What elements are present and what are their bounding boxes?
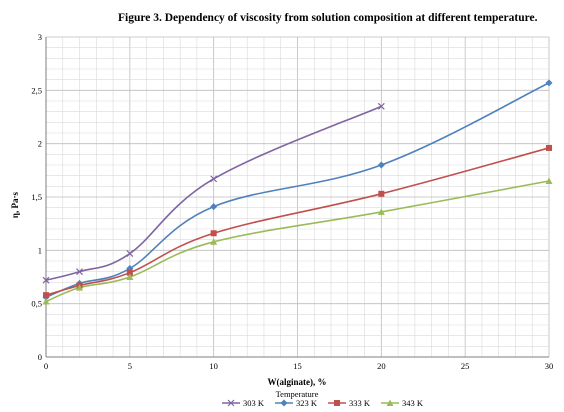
legend: 303 K 323 K 333 K 343 K xyxy=(222,398,424,408)
data-point-323-k xyxy=(210,203,218,211)
y-tick-label: 1 xyxy=(38,245,42,255)
data-point-303-k xyxy=(76,268,83,276)
x-axis-label: W(alginate), % xyxy=(268,377,327,387)
legend-marker-323-k xyxy=(280,399,288,407)
legend-title: Temperature xyxy=(276,389,319,399)
data-point-333-k xyxy=(378,190,385,197)
data-point-333-k xyxy=(210,230,217,237)
series-markers xyxy=(42,79,553,305)
plot-grid xyxy=(45,36,550,358)
data-point-323-k xyxy=(377,161,385,169)
legend-marker-333-k xyxy=(334,400,340,406)
y-tick-label: 0,5 xyxy=(31,299,42,309)
x-tick-label: 10 xyxy=(209,361,218,371)
x-tick-labels: 0 5 10 15 20 25 30 xyxy=(44,361,553,371)
y-tick-labels: 0 0,5 1 1,5 2 2,5 3 xyxy=(31,32,42,362)
legend-label-323-k: 323 K xyxy=(296,398,318,408)
x-tick-label: 30 xyxy=(545,361,554,371)
data-point-343-k xyxy=(42,298,50,305)
data-point-323-k xyxy=(545,79,553,87)
x-tick-label: 20 xyxy=(377,361,386,371)
legend-marker-303-k xyxy=(227,399,235,407)
data-point-303-k xyxy=(42,276,50,284)
y-tick-label: 0 xyxy=(38,352,42,362)
y-tick-label: 2 xyxy=(38,139,42,149)
legend-label-303-k: 303 K xyxy=(243,398,265,408)
data-point-333-k xyxy=(546,144,552,151)
series-line-303-k xyxy=(45,105,382,281)
data-point-303-k xyxy=(377,102,385,110)
data-point-343-k xyxy=(545,177,553,184)
data-point-343-k xyxy=(76,284,84,291)
data-point-333-k xyxy=(43,292,49,299)
x-tick-label: 25 xyxy=(461,361,470,371)
legend-marker-343-k xyxy=(386,399,394,406)
data-point-303-k xyxy=(210,175,218,183)
data-point-343-k xyxy=(126,273,134,280)
y-tick-label: 2,5 xyxy=(31,85,42,95)
chart-title: Figure 3. Dependency of viscosity from s… xyxy=(118,12,538,24)
data-point-343-k xyxy=(377,208,385,215)
y-axis-label: η, Pa·s xyxy=(10,191,20,218)
x-tick-label: 15 xyxy=(293,361,302,371)
data-point-343-k xyxy=(210,238,218,245)
data-point-303-k xyxy=(126,250,134,257)
legend-label-333-k: 333 K xyxy=(349,398,371,408)
legend-label-343-k: 343 K xyxy=(402,398,424,408)
data-point-333-k xyxy=(126,269,133,276)
y-tick-label: 1,5 xyxy=(31,192,42,202)
y-tick-label: 3 xyxy=(38,32,42,42)
x-tick-label: 5 xyxy=(128,361,132,371)
x-tick-label: 0 xyxy=(44,361,48,371)
